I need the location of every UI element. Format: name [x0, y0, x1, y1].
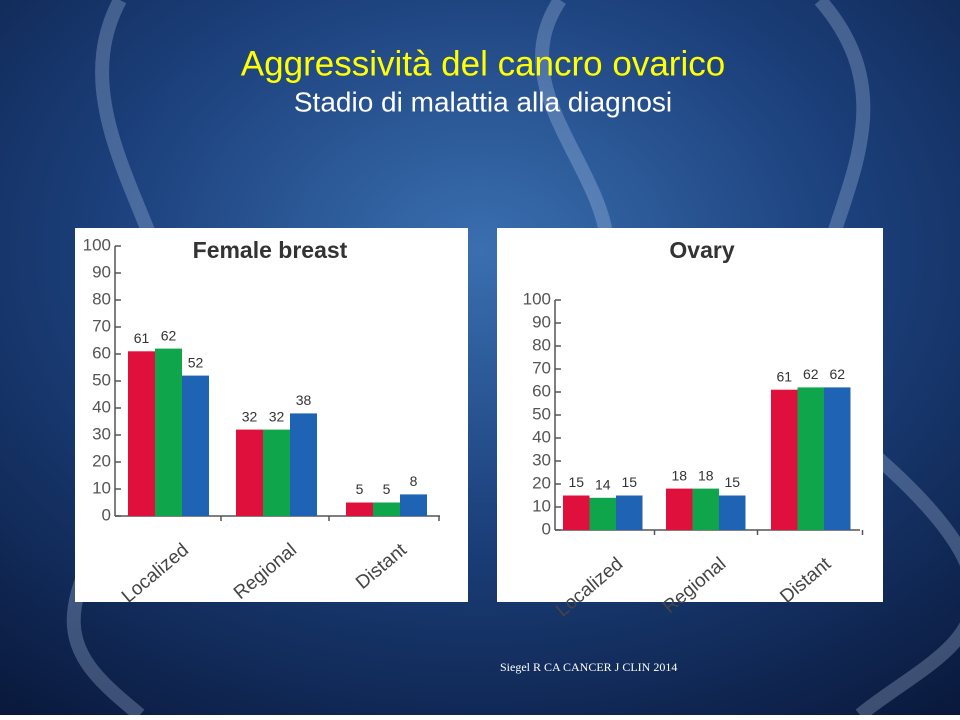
value-label: 62 — [161, 327, 177, 343]
value-label: 14 — [595, 477, 611, 493]
bar — [236, 429, 263, 516]
bar — [563, 495, 590, 530]
bar — [824, 387, 851, 530]
value-label: 15 — [568, 474, 584, 490]
y-tick-label: 70 — [92, 316, 111, 335]
y-tick-label: 70 — [532, 358, 551, 377]
bar — [589, 497, 616, 530]
value-label: 61 — [776, 368, 792, 384]
bar — [616, 495, 643, 530]
y-tick-label: 50 — [92, 370, 111, 389]
value-label: 32 — [242, 408, 258, 424]
y-tick-label: 20 — [532, 473, 551, 492]
value-label: 8 — [410, 473, 418, 489]
value-label: 61 — [134, 330, 150, 346]
slide-title: Aggressività del cancro ovarico — [241, 44, 725, 83]
source-note: Siegel R CA CANCER J CLIN 2014 — [500, 660, 677, 674]
y-tick-label: 90 — [92, 262, 111, 281]
chart-title: Ovary — [669, 237, 734, 263]
y-tick-label: 60 — [92, 343, 111, 362]
value-label: 5 — [356, 481, 364, 497]
bar — [400, 494, 427, 516]
bar — [719, 495, 746, 530]
y-tick-label: 10 — [532, 496, 551, 515]
y-tick-label: 30 — [92, 424, 111, 443]
bar — [182, 375, 209, 516]
value-label: 5 — [383, 481, 391, 497]
y-tick-label: 0 — [102, 505, 111, 524]
y-tick-label: 40 — [532, 427, 551, 446]
value-label: 62 — [803, 366, 819, 382]
y-tick-label: 50 — [532, 404, 551, 423]
bar — [346, 502, 373, 516]
bar — [797, 387, 824, 530]
value-label: 18 — [671, 467, 687, 483]
bar — [692, 488, 719, 530]
y-tick-label: 10 — [92, 478, 111, 497]
y-tick-label: 90 — [532, 312, 551, 331]
slide-subtitle: Stadio di malattia alla diagnosi — [294, 86, 672, 117]
value-label: 18 — [698, 467, 714, 483]
bar — [128, 351, 155, 516]
y-tick-label: 30 — [532, 450, 551, 469]
bar — [155, 348, 182, 516]
y-tick-label: 100 — [523, 289, 551, 308]
value-label: 38 — [296, 392, 312, 408]
bar — [290, 413, 317, 516]
value-label: 15 — [724, 474, 740, 490]
bar — [771, 389, 798, 530]
y-tick-label: 60 — [532, 381, 551, 400]
y-tick-label: 20 — [92, 451, 111, 470]
y-tick-label: 100 — [83, 235, 111, 254]
bar — [263, 429, 290, 516]
bar — [373, 502, 400, 516]
y-tick-label: 80 — [532, 335, 551, 354]
bar — [666, 488, 693, 530]
value-label: 32 — [269, 408, 285, 424]
y-tick-label: 80 — [92, 289, 111, 308]
y-tick-label: 0 — [542, 519, 551, 538]
value-label: 62 — [829, 366, 845, 382]
value-label: 52 — [188, 354, 204, 370]
chart-title: Female breast — [193, 237, 348, 263]
y-tick-label: 40 — [92, 397, 111, 416]
value-label: 15 — [621, 474, 637, 490]
